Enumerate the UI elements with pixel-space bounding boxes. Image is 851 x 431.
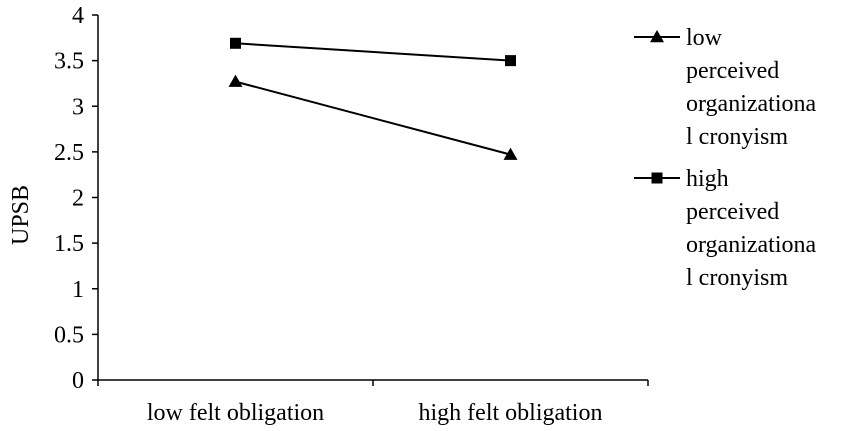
y-tick-label: 0 bbox=[72, 368, 84, 394]
y-tick-label: 3.5 bbox=[54, 49, 84, 75]
legend-label: organizationa bbox=[686, 232, 817, 258]
legend-marker bbox=[651, 172, 663, 184]
data-point bbox=[505, 55, 516, 67]
series-high bbox=[230, 37, 516, 67]
y-tick-label: 0.5 bbox=[54, 322, 84, 348]
series-line bbox=[235, 80, 511, 156]
data-point bbox=[230, 37, 241, 49]
x-category-label: high felt obligation bbox=[419, 400, 603, 426]
legend-label: perceived bbox=[686, 199, 779, 225]
y-tick-label: 4 bbox=[72, 3, 84, 29]
legend-label: perceived bbox=[686, 58, 779, 84]
legend-entry: low perceived organizationa l cronyism bbox=[634, 25, 817, 150]
y-tick-label: 1.5 bbox=[54, 231, 84, 257]
legend-label: l cronyism bbox=[686, 265, 788, 291]
y-tick-label: 2 bbox=[72, 186, 84, 212]
legend-label: l cronyism bbox=[686, 124, 788, 150]
y-axis-title: UPSB bbox=[8, 185, 34, 245]
y-tick-label: 1 bbox=[72, 277, 84, 303]
y-tick-label: 3 bbox=[72, 94, 84, 120]
legend-label: organizationa bbox=[686, 91, 817, 117]
series-line bbox=[235, 42, 511, 62]
legend-entry: high perceived organizationa l cronyism bbox=[634, 166, 817, 291]
data-point bbox=[503, 147, 518, 160]
x-category-label: low felt obligation bbox=[147, 400, 324, 426]
legend-label: high bbox=[686, 166, 729, 192]
legend-marker bbox=[650, 30, 664, 43]
legend-label: low bbox=[686, 25, 723, 51]
data-point bbox=[228, 74, 243, 87]
series-low bbox=[228, 74, 518, 160]
y-tick-label: 2.5 bbox=[54, 140, 84, 166]
